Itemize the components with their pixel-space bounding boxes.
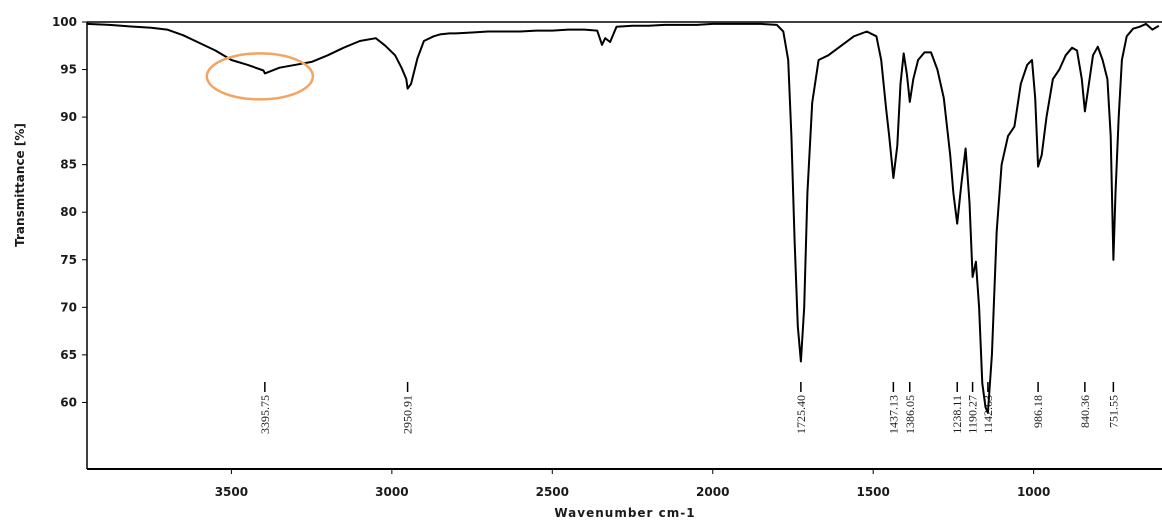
- x-tick-label: 3500: [215, 485, 248, 499]
- peak-marker: 1725.40: [794, 382, 808, 434]
- y-tick-label: 60: [60, 395, 77, 409]
- series: [86, 22, 1160, 414]
- x-tick-label: 2500: [536, 485, 569, 499]
- peak-label: 1725.40: [794, 395, 808, 434]
- peak-marker: 986.18: [1031, 382, 1045, 428]
- x-tick-label: 2000: [696, 485, 729, 499]
- peak-marker: 1190.27: [966, 382, 980, 434]
- peak-label: 840.36: [1078, 395, 1092, 428]
- highlight-ellipse: [205, 52, 315, 101]
- peak-labels: 3395.75 2950.91 1725.40 1437.13 1386.05 1238.…: [258, 382, 1120, 434]
- peak-marker: 751.55: [1106, 382, 1120, 428]
- y-tick-label: 75: [60, 253, 77, 267]
- y-tick-label: 80: [60, 205, 77, 219]
- peak-marker: 1437.13: [886, 382, 900, 434]
- y-tick-label: 90: [60, 110, 77, 124]
- y-ticks: 100 95 90 85 80 75 70 65 60: [52, 15, 87, 409]
- peak-marker: 1386.05: [903, 382, 917, 434]
- spectrum-line: [86, 22, 1160, 414]
- axes: [86, 21, 1162, 470]
- peak-label: 1437.13: [886, 395, 900, 434]
- x-ticks: 3500 3000 2500 2000 1500 1000: [215, 469, 1050, 499]
- peak-label: 1238.11: [950, 395, 964, 434]
- peak-label: 986.18: [1031, 395, 1045, 428]
- x-tick-label: 3000: [375, 485, 408, 499]
- peak-label: 2950.91: [401, 395, 415, 434]
- y-tick-label: 70: [60, 300, 77, 314]
- peak-label: 3395.75: [258, 395, 272, 434]
- y-tick-label: 65: [60, 348, 77, 362]
- annotations: [205, 52, 315, 101]
- x-tick-label: 1000: [1017, 485, 1050, 499]
- x-axis-title: Wavenumber cm-1: [554, 506, 695, 520]
- peak-label: 1386.05: [903, 395, 917, 434]
- y-tick-label: 85: [60, 158, 77, 172]
- peak-marker: 840.36: [1078, 382, 1092, 428]
- peak-marker: 3395.75: [258, 382, 272, 434]
- y-axis-title: Transmittance [%]: [13, 123, 27, 247]
- x-tick-label: 1500: [856, 485, 889, 499]
- peak-marker: 2950.91: [401, 382, 415, 434]
- y-tick-label: 100: [52, 15, 77, 29]
- peak-label: 1190.27: [966, 395, 980, 434]
- y-tick-label: 95: [60, 63, 77, 77]
- peak-marker: 1238.11: [950, 382, 964, 434]
- peak-label: 751.55: [1106, 395, 1120, 428]
